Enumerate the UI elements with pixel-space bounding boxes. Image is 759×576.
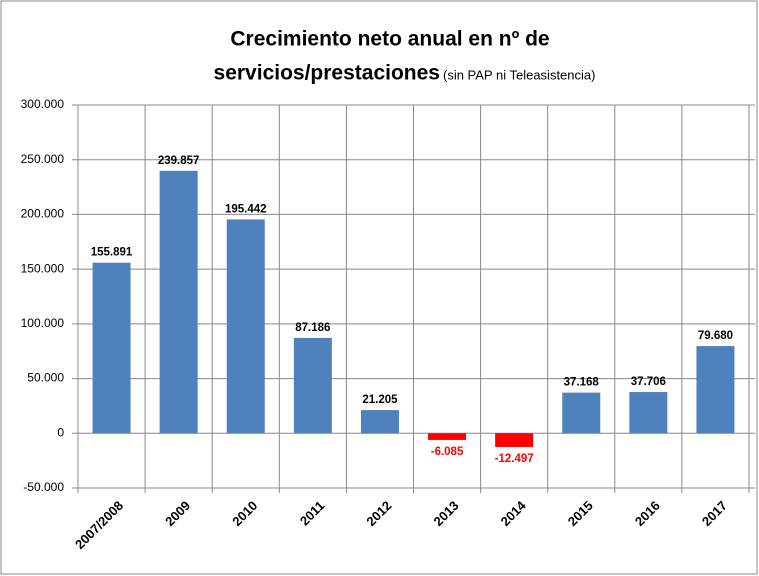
- y-tick-label: -50.000: [23, 480, 64, 494]
- value-label: -12.497: [495, 453, 534, 465]
- bar: [562, 392, 601, 434]
- value-label: 79.680: [698, 330, 733, 342]
- bar: [360, 410, 399, 434]
- bar: [495, 433, 534, 447]
- value-label: -6.085: [431, 446, 464, 458]
- bar: [226, 219, 265, 434]
- chart-subtitle: (sin PAP ni Teleasistencia): [443, 67, 595, 82]
- chart-title: Crecimiento neto anual en nº de: [230, 28, 549, 51]
- y-tick-label: 50.000: [27, 371, 64, 385]
- y-tick-label: 300.000: [21, 97, 65, 111]
- y-tick-label: 100.000: [21, 316, 65, 330]
- value-label: 195.442: [225, 203, 267, 215]
- bar: [293, 337, 332, 434]
- y-tick-label: 150.000: [21, 261, 65, 275]
- value-label: 21.205: [362, 394, 398, 406]
- bar: [629, 392, 668, 434]
- bar: [159, 170, 198, 434]
- bar: [92, 262, 131, 434]
- bar: [428, 433, 467, 440]
- value-label: 155.891: [91, 247, 133, 259]
- chart-title: servicios/prestaciones: [214, 62, 440, 85]
- value-label: 239.857: [158, 155, 200, 167]
- y-tick-label: 0: [57, 425, 64, 439]
- y-tick-label: 250.000: [21, 152, 65, 166]
- bar: [696, 346, 735, 434]
- value-label: 37.168: [564, 377, 600, 389]
- value-label: 37.706: [631, 376, 666, 388]
- y-tick-label: 200.000: [21, 207, 65, 221]
- value-label: 87.186: [295, 322, 330, 334]
